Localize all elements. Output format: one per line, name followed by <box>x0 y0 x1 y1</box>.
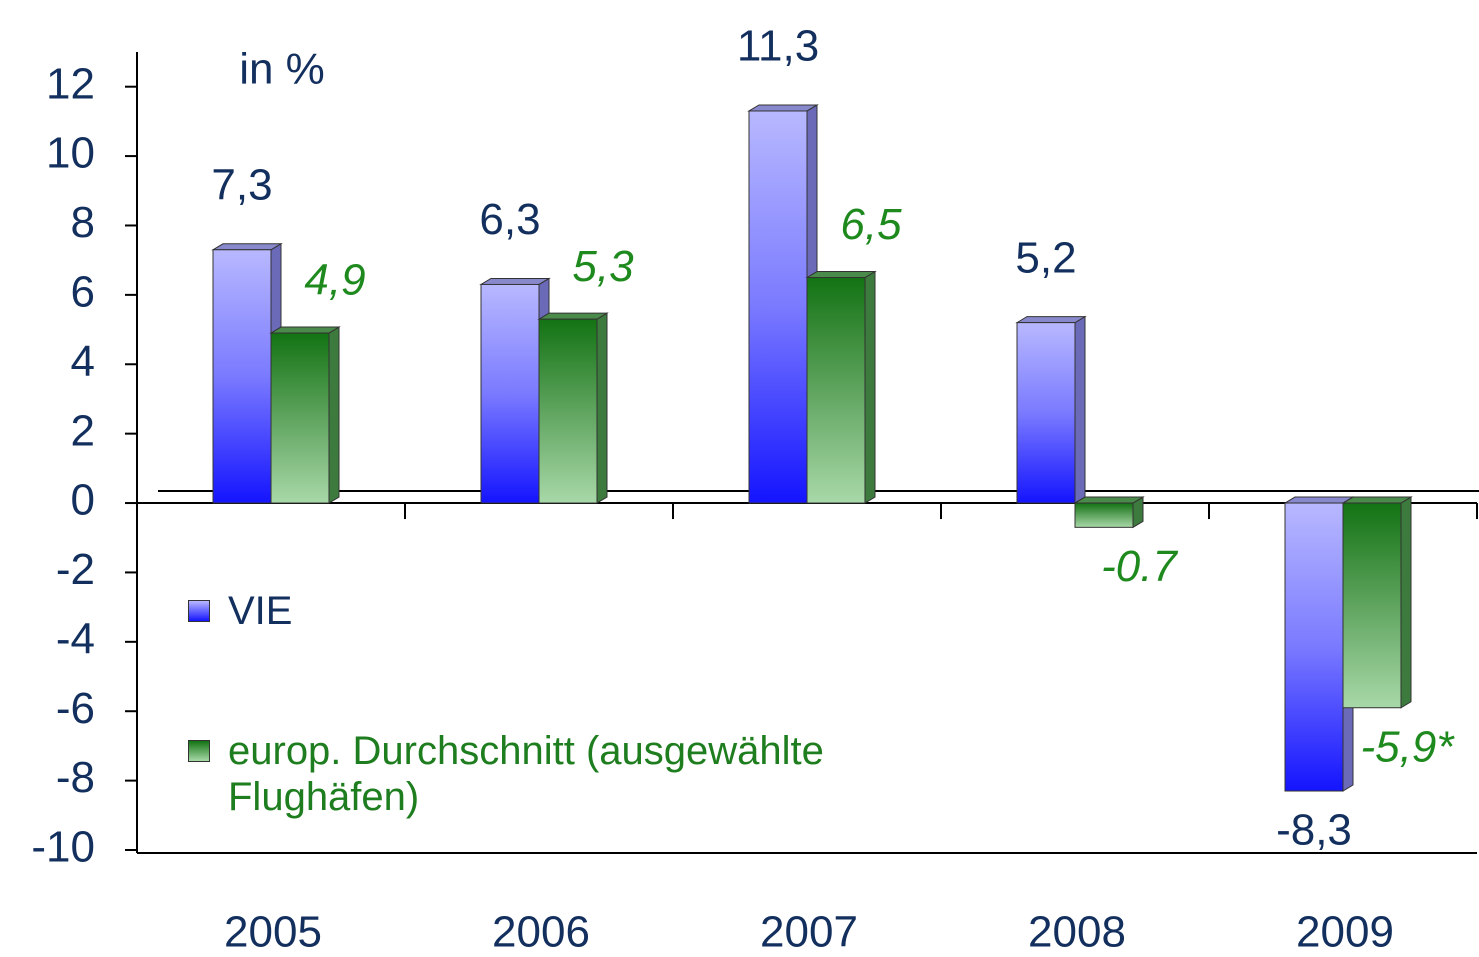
bar-top <box>269 326 341 334</box>
value-label: 6,3 <box>479 195 540 244</box>
y-tick-label: -6 <box>56 684 95 733</box>
legend-item: VIE <box>188 588 828 634</box>
bar <box>806 277 866 504</box>
bar <box>212 249 272 504</box>
bar-top <box>1073 496 1145 504</box>
bar-side <box>1074 315 1086 504</box>
bar-side <box>596 312 608 504</box>
bar-top <box>1015 316 1087 324</box>
bar-top <box>479 277 551 285</box>
x-tick-label: 2008 <box>1028 908 1126 957</box>
value-label: 5,2 <box>1015 233 1076 282</box>
y-tick-label: 4 <box>71 337 95 386</box>
value-label: -0.7 <box>1101 542 1178 591</box>
x-tick-label: 2007 <box>760 908 858 957</box>
bar <box>480 283 540 504</box>
value-label: 5,3 <box>572 242 634 291</box>
bar-top <box>1341 496 1413 504</box>
x-tick-label: 2009 <box>1296 908 1394 957</box>
value-label: -5,9* <box>1361 722 1456 771</box>
bar <box>1342 502 1402 709</box>
y-tick-label: 2 <box>71 406 95 455</box>
value-label: -8,3 <box>1276 806 1352 855</box>
bar <box>748 110 808 504</box>
x-tick-label: 2005 <box>224 908 322 957</box>
legend-label: VIE <box>228 589 293 633</box>
bar <box>538 318 598 504</box>
bar-top <box>537 312 609 320</box>
y-tick-label: 8 <box>71 198 95 247</box>
unit-label: in % <box>239 45 325 94</box>
y-tick-label: 0 <box>71 476 95 525</box>
legend-item: europ. Durchschnitt (ausgewählte Flughäf… <box>188 728 828 820</box>
bar-side <box>1400 496 1412 709</box>
y-tick-label: -2 <box>56 545 95 594</box>
value-label: 4,9 <box>304 256 365 305</box>
x-tick-label: 2006 <box>492 908 590 957</box>
y-tick-label: -4 <box>56 614 95 663</box>
bar <box>270 332 330 504</box>
legend-label: europ. Durchschnitt (ausgewählte Flughäf… <box>228 729 824 819</box>
value-label: 7,3 <box>211 160 272 209</box>
legend-swatch <box>188 740 210 762</box>
bar-top <box>1283 496 1355 504</box>
bar-top <box>211 243 283 251</box>
y-tick-label: 12 <box>46 59 95 108</box>
bar-top <box>805 271 877 279</box>
bar-side <box>864 270 876 504</box>
value-label: 6,5 <box>840 200 902 249</box>
legend-swatch <box>188 600 210 622</box>
bar <box>1016 322 1076 504</box>
y-tick-label: -8 <box>56 753 95 802</box>
bar-side <box>328 326 340 504</box>
bar-top <box>747 104 819 112</box>
y-tick-label: 10 <box>46 129 95 178</box>
y-tick-label: 6 <box>71 267 95 316</box>
value-label: 11,3 <box>737 22 819 71</box>
bar <box>1284 502 1344 792</box>
y-tick-label: -10 <box>31 823 95 872</box>
bar <box>1074 502 1134 528</box>
